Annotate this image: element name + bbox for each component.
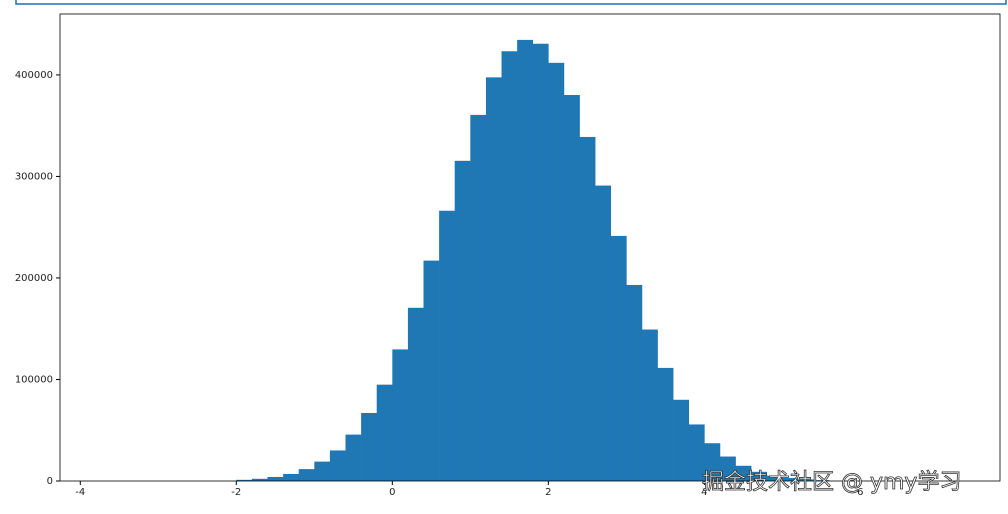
y-tick-label: 0 <box>47 476 53 487</box>
bar <box>610 235 627 481</box>
x-tick-label: 2 <box>545 487 551 498</box>
frame <box>15 0 1007 5</box>
y-tick-label: 400000 <box>15 70 53 81</box>
bar <box>688 424 705 481</box>
bar <box>673 399 690 481</box>
bar <box>813 480 830 481</box>
bar <box>298 469 315 481</box>
bar <box>470 114 487 482</box>
bar <box>704 443 721 481</box>
bar <box>361 412 378 481</box>
bar <box>579 136 596 482</box>
x-tick-label: 4 <box>701 487 707 498</box>
bar <box>485 77 502 482</box>
x-tick-label: -2 <box>231 487 241 498</box>
y-tick-label: 200000 <box>15 273 53 284</box>
bar <box>267 476 284 481</box>
axes-frame <box>59 13 1001 482</box>
bar <box>236 479 253 481</box>
bar <box>563 95 580 482</box>
bar <box>392 349 409 481</box>
bar <box>766 475 783 481</box>
bar <box>439 210 456 481</box>
bar <box>626 284 643 481</box>
bar <box>548 62 565 481</box>
bar <box>283 473 300 481</box>
bar <box>454 160 471 482</box>
y-tick-label: 100000 <box>15 374 53 385</box>
bar <box>329 450 346 481</box>
bar <box>517 39 534 482</box>
y-tick-label: 300000 <box>15 171 53 182</box>
bar <box>782 478 799 481</box>
bar <box>345 434 362 481</box>
bar <box>657 367 674 481</box>
x-tick-label: 0 <box>389 487 395 498</box>
bar <box>751 471 768 481</box>
bar <box>251 478 268 481</box>
bar <box>423 260 440 481</box>
bar <box>595 185 612 482</box>
bar <box>501 51 518 481</box>
bar <box>719 456 736 481</box>
x-tick-label: 6 <box>857 487 863 498</box>
bar <box>376 384 393 481</box>
bar <box>532 43 549 481</box>
x-tick-label: -4 <box>75 487 85 498</box>
watermark: 掘金技术社区 @ ymy学习 <box>702 470 961 495</box>
bar <box>314 461 331 481</box>
bar <box>641 329 658 481</box>
bar <box>797 479 814 481</box>
bar <box>407 307 424 481</box>
bar <box>735 465 752 481</box>
